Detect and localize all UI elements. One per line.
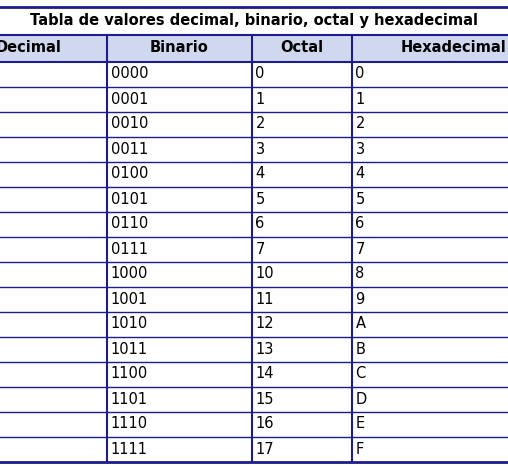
Text: C: C — [356, 366, 366, 381]
Bar — [0, 111, 508, 137]
Text: Tabla de valores decimal, binario, octal y hexadecimal: Tabla de valores decimal, binario, octal… — [30, 13, 478, 28]
Bar — [0, 87, 508, 111]
Text: 0111: 0111 — [111, 241, 148, 256]
Text: 1100: 1100 — [111, 366, 148, 381]
Text: F: F — [356, 441, 364, 456]
Text: 0: 0 — [256, 66, 265, 81]
Text: 5: 5 — [356, 191, 365, 206]
Text: 17: 17 — [256, 441, 274, 456]
Text: 14: 14 — [256, 366, 274, 381]
Text: 1111: 1111 — [111, 441, 147, 456]
Bar — [0, 35, 508, 61]
Text: 3: 3 — [256, 141, 265, 156]
Text: 0100: 0100 — [111, 167, 148, 182]
Text: 2: 2 — [256, 117, 265, 132]
Text: 16: 16 — [256, 417, 274, 431]
Bar — [0, 61, 508, 87]
Text: 4: 4 — [256, 167, 265, 182]
Bar — [0, 7, 508, 35]
Text: 0000: 0000 — [111, 66, 148, 81]
Bar — [0, 262, 508, 286]
Text: 1000: 1000 — [111, 266, 148, 281]
Text: 7: 7 — [356, 241, 365, 256]
Text: 8: 8 — [356, 266, 365, 281]
Bar — [0, 236, 508, 262]
Text: B: B — [356, 342, 365, 357]
Text: 11: 11 — [256, 292, 274, 307]
Bar — [0, 361, 508, 387]
Text: 1001: 1001 — [111, 292, 148, 307]
Text: D: D — [356, 392, 367, 407]
Text: Binario: Binario — [150, 41, 208, 56]
Text: 6: 6 — [256, 217, 265, 232]
Text: 1011: 1011 — [111, 342, 148, 357]
Text: 4: 4 — [356, 167, 365, 182]
Text: 1101: 1101 — [111, 392, 148, 407]
Text: Hexadecimal: Hexadecimal — [401, 41, 507, 56]
Bar — [0, 137, 508, 161]
Text: 1110: 1110 — [111, 417, 148, 431]
Bar — [0, 212, 508, 236]
Bar — [0, 387, 508, 411]
Text: 10: 10 — [256, 266, 274, 281]
Text: 3: 3 — [356, 141, 365, 156]
Text: 5: 5 — [256, 191, 265, 206]
Text: 2: 2 — [356, 117, 365, 132]
Text: 1: 1 — [256, 92, 265, 107]
Text: 0101: 0101 — [111, 191, 148, 206]
Text: 1010: 1010 — [111, 316, 148, 331]
Text: 0001: 0001 — [111, 92, 148, 107]
Text: 0: 0 — [356, 66, 365, 81]
Text: E: E — [356, 417, 365, 431]
Bar — [0, 411, 508, 437]
Text: 15: 15 — [256, 392, 274, 407]
Text: 12: 12 — [256, 316, 274, 331]
Text: 0010: 0010 — [111, 117, 148, 132]
Text: Decimal: Decimal — [0, 41, 62, 56]
Bar — [0, 286, 508, 312]
Text: 13: 13 — [256, 342, 274, 357]
Bar — [0, 336, 508, 361]
Text: Octal: Octal — [280, 41, 323, 56]
Text: 0110: 0110 — [111, 217, 148, 232]
Text: A: A — [356, 316, 365, 331]
Text: 7: 7 — [256, 241, 265, 256]
Bar — [0, 312, 508, 336]
Text: 6: 6 — [356, 217, 365, 232]
Bar — [0, 187, 508, 212]
Bar — [0, 437, 508, 461]
Text: 0011: 0011 — [111, 141, 148, 156]
Text: 9: 9 — [356, 292, 365, 307]
Bar — [0, 161, 508, 187]
Text: 1: 1 — [356, 92, 365, 107]
